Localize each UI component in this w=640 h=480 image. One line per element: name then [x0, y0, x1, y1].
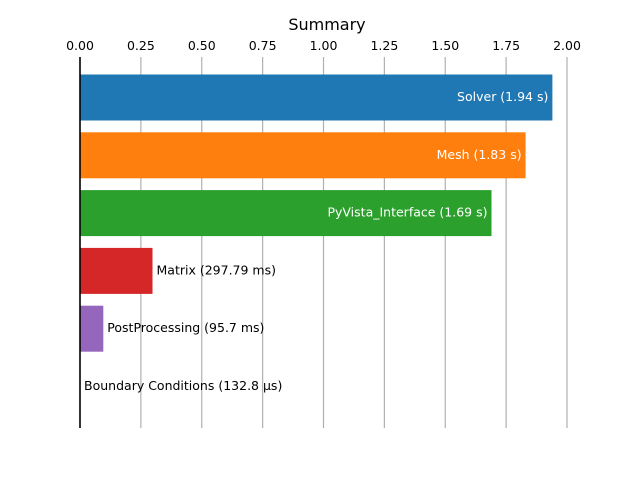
x-tick-label: 1.25	[370, 38, 398, 53]
bar	[80, 190, 492, 237]
bar-labels: Solver (1.94 s) Mesh (1.83 s) PyVista_Inte…	[84, 89, 548, 393]
bar-label: PostProcessing (95.7 ms)	[107, 320, 264, 335]
x-tick-label: 1.50	[431, 38, 459, 53]
bar-label: Mesh (1.83 s)	[437, 147, 522, 162]
bar-label: Boundary Conditions (132.8 µs)	[84, 378, 282, 393]
bar	[80, 247, 153, 294]
x-tick-label: 2.00	[553, 38, 581, 53]
x-tick-label: 0.00	[66, 38, 94, 53]
bar-label: Solver (1.94 s)	[457, 89, 548, 104]
x-tick-label: 0.50	[188, 38, 216, 53]
bar	[80, 305, 104, 352]
chart-title: Summary	[288, 15, 365, 34]
bar	[80, 74, 553, 121]
bars	[80, 74, 553, 410]
x-tick-label: 1.00	[310, 38, 338, 53]
bar-label: PyVista_Interface (1.69 s)	[327, 205, 487, 220]
x-tick-label: 0.75	[249, 38, 277, 53]
bar	[80, 132, 526, 179]
x-tick-label: 1.75	[492, 38, 520, 53]
x-axis-ticks: 0.00 0.25 0.50 0.75 1.00 1.25 1.50 1.75 2.00	[66, 38, 581, 53]
bar-label: Matrix (297.79 ms)	[157, 262, 276, 277]
x-tick-label: 0.25	[127, 38, 155, 53]
